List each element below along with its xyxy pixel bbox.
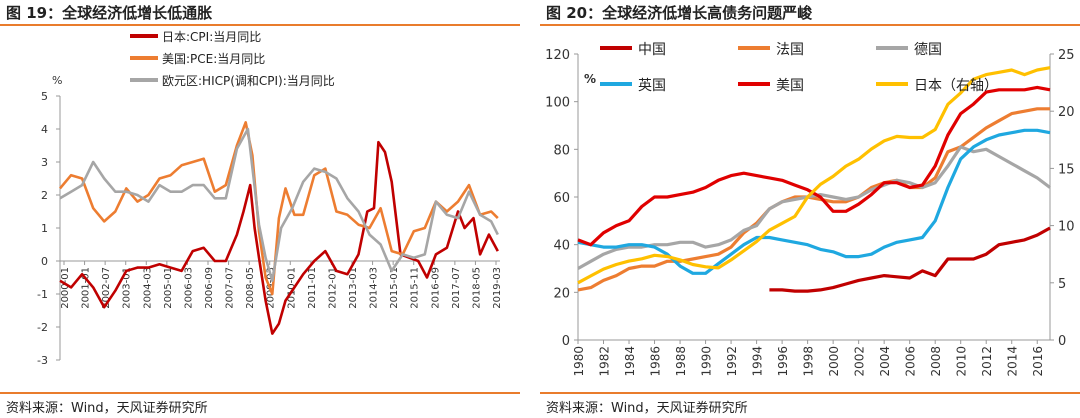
x-tick-label: 2012-01 xyxy=(327,267,338,309)
figure-19-top-rule xyxy=(0,24,520,26)
figure-20-panel: 图 20：全球经济低增长高债务问题严峻 0 20 40 60 80 100 120 0 5 10 1… xyxy=(540,0,1080,418)
x-tick-label: 2016-09 xyxy=(430,267,441,309)
x-tick-label: 1986 xyxy=(649,346,663,377)
x-tick-label: 2019-03 xyxy=(492,267,503,309)
legend-label-5: 日本（右轴） xyxy=(914,78,998,94)
x-tick-label: 2004-03 xyxy=(142,267,153,309)
x-tick-label: 1998 xyxy=(802,346,816,377)
legend-label-0: 日本:CPI:当月同比 xyxy=(162,30,261,44)
x-tick-label: 2005-01 xyxy=(163,267,174,309)
x-tick-label: 2015-11 xyxy=(410,267,421,309)
figure-19-panel: 图 19：全球经济低增长低通胀 -3 -2 -1 0 1 2 3 4 5% 2000-01 2001… xyxy=(0,0,520,418)
y-tick-label: 120 xyxy=(545,48,570,63)
y-tick-label: 1 xyxy=(41,222,48,235)
legend-label-1: 美国:PCE:当月同比 xyxy=(162,52,265,66)
series-line-3 xyxy=(577,128,1051,275)
figure-20-title: 图 20：全球经济低增长高债务问题严峻 xyxy=(546,4,813,22)
figure-20-chart: 0 20 40 60 80 100 120 0 5 10 15 20 25% 1980 1982 1984 19… xyxy=(545,42,1075,377)
y2-tick-label: 15 xyxy=(1058,162,1075,177)
y-axis-unit: % xyxy=(584,72,596,86)
series-line-2 xyxy=(59,127,499,283)
x-tick-label: 2006-03 xyxy=(183,267,194,309)
x-tick-label: 2015-01 xyxy=(389,267,400,309)
x-tick-label: 2010 xyxy=(955,346,969,377)
figure-19-chart: -3 -2 -1 0 1 2 3 4 5% 2000-01 2001-01 2002-07 2003-0… xyxy=(37,30,503,367)
x-tick-label: 2007-07 xyxy=(225,267,236,309)
x-tick-label: 2014-03 xyxy=(369,267,380,309)
x-tick-label: 2000 xyxy=(827,346,841,377)
figure-20-top-rule xyxy=(540,24,1080,26)
x-tick-label: 2001-01 xyxy=(81,267,92,309)
x-tick-label: 2010-01 xyxy=(286,267,297,309)
y-tick-label: 4 xyxy=(41,123,48,136)
legend-label-1: 法国 xyxy=(776,42,804,58)
y-tick-label: -1 xyxy=(37,288,48,301)
y-tick-label: 5 xyxy=(41,90,48,103)
y-tick-label: 40 xyxy=(553,239,570,254)
figure-20-bottom-rule xyxy=(540,392,1080,394)
y-tick-label: 100 xyxy=(545,96,570,111)
x-tick-label: 1990 xyxy=(700,346,714,377)
figure-19-bottom-rule xyxy=(0,392,520,394)
y2-tick-label: 5 xyxy=(1058,277,1066,292)
x-tick-label: 2018-05 xyxy=(471,267,482,309)
series-line-1 xyxy=(577,107,1050,292)
y2-tick-label: 25 xyxy=(1058,48,1075,63)
y-tick-label: 0 xyxy=(41,255,48,268)
x-tick-label: 2006-09 xyxy=(204,267,215,309)
y2-tick-label: 0 xyxy=(1058,334,1066,349)
y-tick-label: 80 xyxy=(553,143,570,158)
x-tick-label: 2004 xyxy=(878,346,892,377)
x-tick-label: 1982 xyxy=(598,346,612,377)
x-tick-label: 2017-07 xyxy=(451,267,462,309)
figure-20-source: 资料来源：Wind，天风证券研究所 xyxy=(546,401,748,416)
figure-19-source: 资料来源：Wind，天风证券研究所 xyxy=(6,401,208,416)
y-axis-unit: % xyxy=(52,74,62,87)
x-tick-label: 2014 xyxy=(1006,346,1020,377)
y-tick-label: 20 xyxy=(553,286,570,301)
y-tick-label: -3 xyxy=(37,354,48,367)
x-tick-label: 1994 xyxy=(751,346,765,377)
x-tick-label: 1988 xyxy=(674,346,688,377)
legend-label-3: 英国 xyxy=(638,77,666,94)
series-line-0 xyxy=(59,140,499,335)
x-tick-label: 2006 xyxy=(904,346,918,377)
x-tick-label: 2008 xyxy=(929,346,943,377)
y-tick-label: -2 xyxy=(37,321,48,334)
figure-19-title: 图 19：全球经济低增长低通胀 xyxy=(6,4,213,22)
x-tick-label: 1992 xyxy=(725,346,739,377)
series-line-4 xyxy=(577,85,1051,247)
y-tick-label: 0 xyxy=(562,334,570,349)
legend-label-2: 德国 xyxy=(914,42,942,58)
y-tick-label: 3 xyxy=(41,156,48,169)
y-tick-label: 2 xyxy=(41,189,48,202)
legend-label-2: 欧元区:HICP(调和CPI):当月同比 xyxy=(162,74,335,88)
x-tick-label: 2008-05 xyxy=(245,267,256,309)
x-tick-label: 2011-01 xyxy=(307,267,318,309)
legend-label-0: 中国 xyxy=(638,42,666,58)
x-tick-label: 1996 xyxy=(776,346,790,377)
y2-tick-label: 20 xyxy=(1058,105,1075,120)
y2-tick-label: 10 xyxy=(1058,220,1075,235)
x-tick-label: 2000-01 xyxy=(60,267,71,309)
legend-label-4: 美国 xyxy=(776,78,804,94)
x-tick-label: 2003-01 xyxy=(122,267,133,309)
x-tick-label: 2016 xyxy=(1031,346,1045,377)
series-line-5 xyxy=(577,66,1051,285)
x-tick-label: 2012 xyxy=(980,346,994,377)
x-tick-label: 2002 xyxy=(853,346,867,377)
x-tick-label: 2002-07 xyxy=(101,267,112,309)
x-tick-label: 1984 xyxy=(623,346,637,377)
series-line-2 xyxy=(577,145,1051,270)
x-tick-label: 2013-01 xyxy=(348,267,359,309)
series-line-0 xyxy=(769,226,1051,293)
y-tick-label: 60 xyxy=(553,191,570,206)
x-tick-label: 1980 xyxy=(572,346,586,377)
